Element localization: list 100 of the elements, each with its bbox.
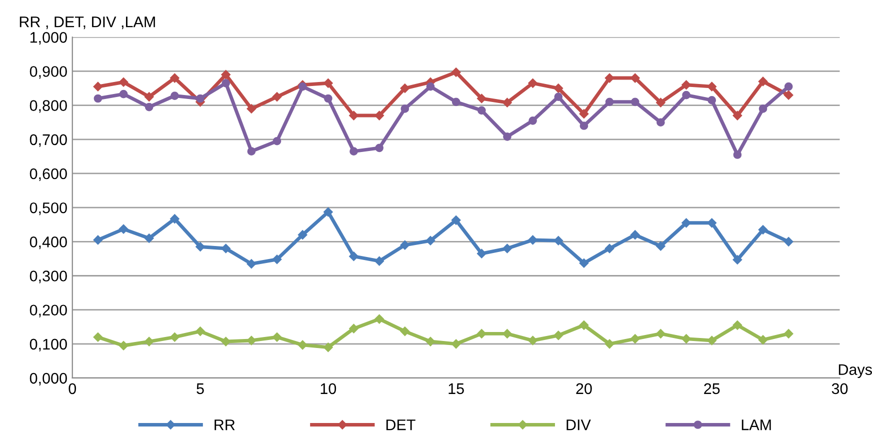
point xyxy=(93,332,103,342)
point xyxy=(733,150,742,159)
point xyxy=(605,98,614,106)
y-tick-label: 0,600 xyxy=(30,168,67,181)
point xyxy=(324,207,333,217)
point xyxy=(732,255,742,264)
point xyxy=(144,234,154,243)
point xyxy=(503,132,512,141)
point xyxy=(528,235,538,245)
y-tick-label: 0,900 xyxy=(30,66,67,79)
point xyxy=(477,329,486,338)
point xyxy=(272,332,282,342)
point xyxy=(784,90,794,100)
point xyxy=(93,82,103,92)
point xyxy=(298,82,307,91)
point xyxy=(707,336,716,346)
point xyxy=(477,94,486,104)
point xyxy=(580,122,588,130)
point xyxy=(579,320,589,330)
point xyxy=(118,224,128,234)
point xyxy=(374,314,384,324)
x-tick-label: 10 xyxy=(320,383,336,394)
point xyxy=(400,326,410,336)
legend-label: DET xyxy=(386,420,416,430)
point xyxy=(196,326,205,336)
point xyxy=(93,235,103,245)
point xyxy=(144,102,154,112)
x-tick-label: 15 xyxy=(448,383,464,394)
point xyxy=(272,136,282,146)
point xyxy=(682,218,691,228)
point xyxy=(119,90,128,98)
point xyxy=(324,78,333,88)
y-tick-label: 0,800 xyxy=(30,100,67,113)
point xyxy=(426,82,435,91)
point xyxy=(707,218,716,228)
point xyxy=(246,104,256,114)
point xyxy=(349,252,358,261)
point xyxy=(452,98,460,106)
point xyxy=(170,214,180,224)
point xyxy=(298,230,308,240)
point xyxy=(579,109,589,118)
x-axis-title: Days xyxy=(838,364,872,378)
y-axis-title: RR , DET, DIV ,LAM xyxy=(20,16,155,30)
point xyxy=(246,259,256,268)
x-tick-label: 0 xyxy=(68,383,76,394)
point xyxy=(349,110,358,120)
point xyxy=(682,90,690,100)
point xyxy=(528,78,538,88)
point xyxy=(528,336,538,346)
y-tick-label: 0,000 xyxy=(30,372,67,386)
point xyxy=(502,329,512,338)
point xyxy=(118,341,128,350)
point xyxy=(554,330,563,340)
y-tick-label: 0,300 xyxy=(30,270,67,284)
point xyxy=(502,98,512,108)
point xyxy=(784,329,794,338)
point xyxy=(222,78,230,88)
point xyxy=(682,334,691,344)
point xyxy=(400,240,410,250)
point xyxy=(630,230,640,240)
point xyxy=(707,82,716,92)
point xyxy=(426,336,436,346)
point xyxy=(656,118,665,127)
point xyxy=(604,244,614,254)
y-tick-label: 0,200 xyxy=(30,304,67,318)
point xyxy=(784,82,793,91)
point xyxy=(477,106,486,115)
point xyxy=(630,98,640,106)
point xyxy=(374,256,384,266)
point xyxy=(758,225,768,234)
point xyxy=(758,335,768,344)
point xyxy=(451,68,461,77)
point xyxy=(400,104,410,113)
point xyxy=(170,73,180,83)
point xyxy=(349,324,358,334)
y-tick-label: 0,400 xyxy=(30,236,67,250)
point xyxy=(400,84,410,93)
point xyxy=(221,244,230,254)
y-tick-label: 0,700 xyxy=(30,134,67,147)
point xyxy=(324,94,332,103)
y-tick-label: 0,100 xyxy=(30,338,67,352)
point xyxy=(451,216,461,225)
point xyxy=(144,92,154,102)
point xyxy=(374,110,384,120)
point xyxy=(451,339,461,349)
point xyxy=(682,80,691,90)
point xyxy=(196,242,205,252)
legend-label: DIV xyxy=(566,420,591,430)
point xyxy=(272,92,282,102)
point xyxy=(758,76,768,86)
x-tick-label: 30 xyxy=(832,383,848,394)
point xyxy=(375,144,384,152)
point xyxy=(732,110,742,120)
point xyxy=(656,241,666,251)
point xyxy=(604,73,614,83)
point xyxy=(298,340,308,350)
point xyxy=(426,236,436,246)
point xyxy=(732,320,742,330)
point xyxy=(144,336,154,346)
point xyxy=(554,84,563,93)
